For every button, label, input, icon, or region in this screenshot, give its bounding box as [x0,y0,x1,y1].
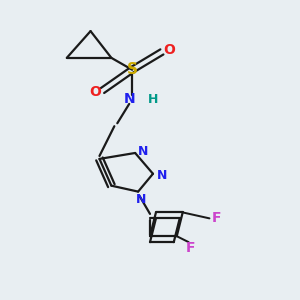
Text: F: F [185,241,195,255]
Text: O: O [164,44,175,57]
Text: N: N [157,169,167,182]
Text: H: H [148,93,158,106]
Text: N: N [137,145,148,158]
Text: N: N [123,92,135,106]
Text: N: N [136,193,146,206]
Text: O: O [89,85,101,99]
Text: F: F [212,212,222,225]
Text: S: S [127,62,138,77]
